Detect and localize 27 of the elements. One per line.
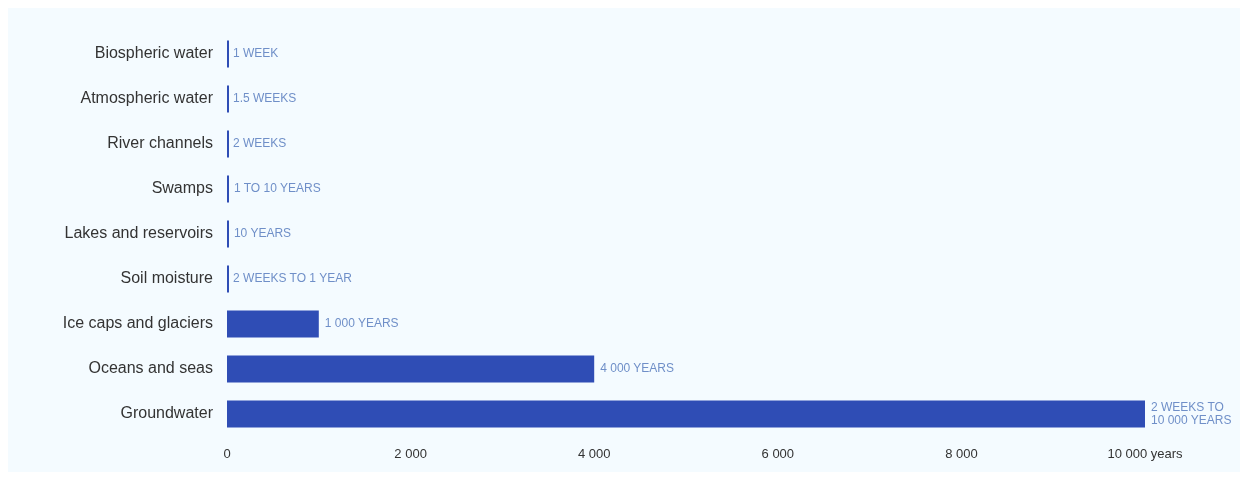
annotation: 1 000 YEARS bbox=[324, 316, 399, 331]
annotation: 4 000 YEARS bbox=[600, 361, 675, 376]
y-tick-label: Soil moisture bbox=[120, 269, 214, 287]
x-tick-label: 10 000 years bbox=[1107, 445, 1184, 461]
x-tick-label: 4 000 bbox=[577, 445, 611, 461]
bar bbox=[227, 355, 595, 383]
annotation: 1.5 WEEKS bbox=[233, 91, 297, 106]
y-tick-label: Ice caps and glaciers bbox=[62, 314, 213, 332]
x-tick-label: 2 000 bbox=[394, 445, 427, 461]
bar bbox=[227, 400, 1145, 428]
annotation: 1 WEEK bbox=[233, 46, 279, 61]
y-tick-label: Oceans and seas bbox=[88, 359, 213, 377]
y-tick-label: Groundwater bbox=[120, 404, 214, 422]
annotation: 1 TO 10 YEARS bbox=[233, 181, 321, 196]
x-tick-label: 6 000 bbox=[761, 445, 795, 461]
y-tick-label: Biospheric water bbox=[94, 44, 214, 62]
annotation: 2 WEEKS TO 1 YEAR bbox=[233, 271, 353, 286]
bar bbox=[227, 310, 319, 338]
y-tick-label: River channels bbox=[107, 134, 213, 152]
y-tick-label: Swamps bbox=[151, 179, 213, 197]
annotation: 10 YEARS bbox=[233, 226, 292, 241]
y-tick-label: Atmospheric water bbox=[80, 89, 214, 107]
x-tick-label: 0 bbox=[223, 445, 231, 461]
annotation: 2 WEEKS bbox=[233, 136, 287, 151]
annotation: 2 WEEKS TO 10 000 YEARS bbox=[1151, 399, 1232, 427]
x-tick-label: 8 000 bbox=[945, 445, 978, 461]
y-tick-label: Lakes and reservoirs bbox=[64, 224, 213, 242]
